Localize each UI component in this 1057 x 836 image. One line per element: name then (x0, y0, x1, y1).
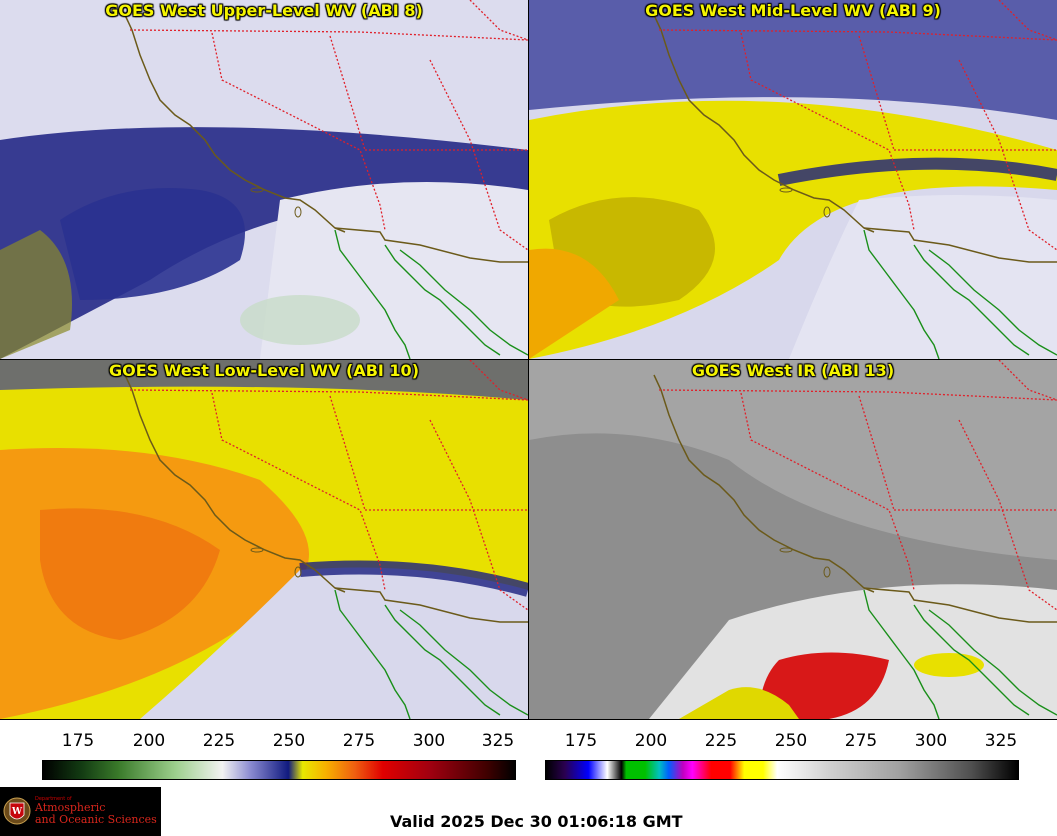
panel-title: GOES West Upper-Level WV (ABI 8) (105, 1, 423, 20)
panel-title: GOES West Low-Level WV (ABI 10) (108, 361, 419, 380)
svg-text:W: W (11, 807, 23, 817)
panel-divider-horizontal (0, 359, 1057, 360)
map-panel-mid-wv: GOES West Mid-Level WV (ABI 9) (529, 0, 1057, 359)
ir-tick-label: 175 (564, 731, 598, 751)
wv-tick-label: 250 (272, 731, 306, 751)
ir-tick-label: 275 (844, 731, 878, 751)
aos-logo[interactable]: W Department of Atmospheric and Oceanic … (0, 787, 161, 836)
wv-tick-label: 225 (202, 731, 236, 751)
panel-bottom-border (0, 719, 1057, 720)
wv-colorbar-gradient (42, 760, 516, 780)
valid-timestamp: Valid 2025 Dec 30 01:06:18 GMT (390, 812, 683, 831)
panel-title: GOES West IR (ABI 13) (691, 361, 895, 380)
wv-tick-label: 325 (481, 731, 515, 751)
wv-tick-label: 175 (61, 731, 95, 751)
ir-tick-label: 300 (914, 731, 948, 751)
map-panel-low-wv: GOES West Low-Level WV (ABI 10) (0, 360, 528, 719)
logo-name-text: Atmospheric and Oceanic Sciences (35, 802, 157, 826)
upper-wv-image (0, 0, 528, 359)
logo-dept-text: Department of (35, 796, 72, 802)
map-panel-ir: GOES West IR (ABI 13) (529, 360, 1057, 719)
wv-tick-label: 300 (412, 731, 446, 751)
ir-tick-label: 325 (984, 731, 1018, 751)
ir-colorbar-gradient (545, 760, 1019, 780)
ir-tick-label: 250 (774, 731, 808, 751)
mid-wv-image (529, 0, 1057, 359)
wv-tick-label: 275 (342, 731, 376, 751)
ir-tick-label: 225 (704, 731, 738, 751)
map-panel-upper-wv: GOES West Upper-Level WV (ABI 8) (0, 0, 528, 359)
ir-tick-label: 200 (634, 731, 668, 751)
low-wv-image (0, 360, 528, 719)
logo-line-1: Atmospheric (35, 801, 106, 814)
logo-line-2: and Oceanic Sciences (35, 813, 157, 826)
uw-crest-icon: W (3, 797, 31, 825)
ir-image (529, 360, 1057, 719)
panel-title: GOES West Mid-Level WV (ABI 9) (645, 1, 941, 20)
wv-tick-label: 200 (132, 731, 166, 751)
